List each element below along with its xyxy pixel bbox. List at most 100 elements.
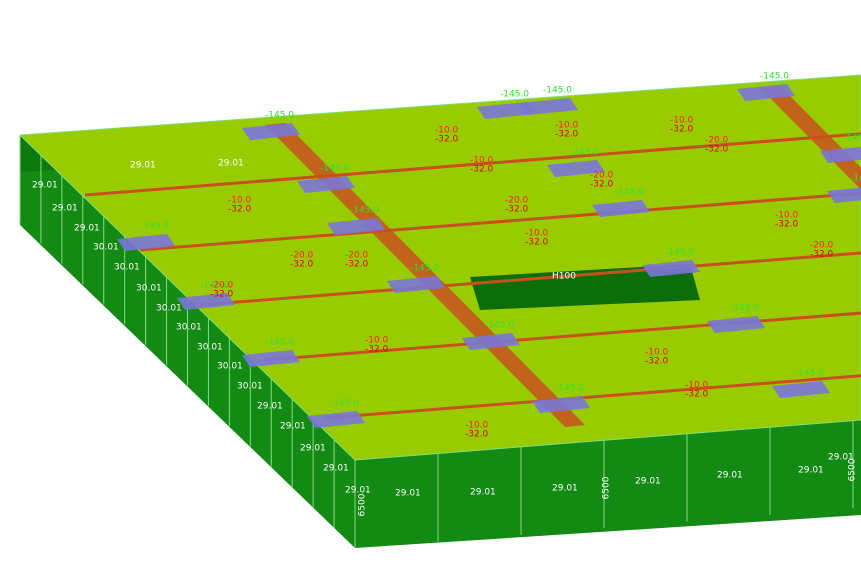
left-wall-label: 30.01 bbox=[197, 343, 223, 353]
beam-band bbox=[760, 86, 861, 390]
left-wall-label: 30.01 bbox=[217, 362, 243, 372]
column-pad bbox=[117, 234, 175, 251]
left-wall-label: 29.01 bbox=[280, 422, 306, 432]
column-label: -145.0 bbox=[330, 399, 359, 409]
beam bbox=[139, 185, 861, 252]
panel-lower-label: -32.0 bbox=[555, 130, 579, 140]
left-wall-label: 30.01 bbox=[136, 284, 162, 294]
column-pad bbox=[547, 160, 605, 177]
panel-lower-label: -32.0 bbox=[290, 260, 314, 270]
slab bbox=[18, 74, 861, 461]
left-wall-label: 29.01 bbox=[32, 181, 58, 191]
wall-height-label: 6500 bbox=[358, 493, 368, 516]
column-pad bbox=[820, 146, 861, 163]
wall-height-label: 6500 bbox=[602, 476, 612, 499]
front-wall-label: 29.01 bbox=[717, 471, 743, 481]
beam bbox=[324, 353, 861, 420]
column-pad bbox=[642, 260, 700, 277]
panel-upper-label: -10.0 bbox=[775, 211, 799, 221]
column-pad bbox=[707, 316, 765, 333]
column-pad bbox=[307, 411, 365, 428]
left-wall-label: 30.01 bbox=[176, 323, 202, 333]
panel-lower-label: -32.0 bbox=[435, 135, 459, 145]
panel-lower-label: -32.0 bbox=[645, 357, 669, 367]
front-wall-label: 29.01 bbox=[470, 488, 496, 498]
column-pad bbox=[387, 276, 445, 293]
wall-height-label: 6500 bbox=[848, 458, 858, 481]
panel-upper-label: -20.0 bbox=[290, 251, 314, 261]
panel-upper-label: -20.0 bbox=[705, 136, 729, 146]
panel-upper-label: -10.0 bbox=[685, 381, 709, 391]
left-wall-label: 29.01 bbox=[323, 464, 349, 474]
left-wall-label: 29.01 bbox=[345, 486, 371, 496]
column-label: -145.0 bbox=[543, 86, 572, 96]
column-pad bbox=[462, 333, 520, 350]
panel-upper-label: -10.0 bbox=[228, 196, 252, 206]
panel-lower-label: -32.0 bbox=[705, 145, 729, 155]
column-label: -145.0 bbox=[320, 164, 349, 174]
front-wall-label: 29.01 bbox=[552, 484, 578, 494]
column-label: -145.0 bbox=[730, 304, 759, 314]
column-pad bbox=[242, 350, 300, 367]
left-wall-label: 29.01 bbox=[300, 444, 326, 454]
left-wall-label: 30.01 bbox=[93, 243, 119, 253]
beam bbox=[199, 240, 861, 307]
column-label: -145.0 bbox=[140, 222, 169, 232]
beams bbox=[84, 86, 861, 427]
panel-upper-label: -10.0 bbox=[365, 336, 389, 346]
column-pad bbox=[327, 218, 385, 235]
panel-upper-label: -10.0 bbox=[465, 421, 489, 431]
column-label: -145.0 bbox=[500, 90, 529, 100]
panel-lower-label: -32.0 bbox=[345, 260, 369, 270]
front-wall-label: 29.01 bbox=[828, 453, 854, 463]
panel-lower-label: -32.0 bbox=[465, 430, 489, 440]
panel-lower-label: -32.0 bbox=[685, 390, 709, 400]
panel-upper-label: -10.0 bbox=[645, 348, 669, 358]
column-pad bbox=[592, 200, 650, 217]
column-label: -145.0 bbox=[265, 111, 294, 121]
left-wall-label: 30.01 bbox=[156, 304, 182, 314]
panel-upper-label: -10.0 bbox=[555, 121, 579, 131]
column-label: -145.0 bbox=[485, 321, 514, 331]
panel-lower-label: -32.0 bbox=[775, 220, 799, 230]
column-label: -145.0 bbox=[760, 72, 789, 82]
panel-upper-label: -10.0 bbox=[435, 126, 459, 136]
front-wall-label: 29.01 bbox=[798, 466, 824, 476]
left-wall-label: 29.01 bbox=[52, 204, 78, 214]
panel-upper-label: -20.0 bbox=[810, 241, 834, 251]
panel-upper-label: -20.0 bbox=[590, 171, 614, 181]
column-label: -145.0 bbox=[265, 338, 294, 348]
opening bbox=[470, 264, 700, 310]
column-label: -145.0 bbox=[410, 264, 439, 274]
panel-lower-label: -32.0 bbox=[365, 345, 389, 355]
beam-band bbox=[265, 123, 585, 427]
panel-lower-label: -32.0 bbox=[210, 290, 234, 300]
front-wall-label: 29.01 bbox=[395, 489, 421, 499]
column-label: -145.0 bbox=[570, 148, 599, 158]
panel-lower-label: -32.0 bbox=[525, 238, 549, 248]
panel-upper-label: -10.0 bbox=[470, 156, 494, 166]
panel-lower-label: -32.0 bbox=[505, 205, 529, 215]
column-pad bbox=[242, 123, 300, 140]
back-wall-label: 29.01 bbox=[218, 159, 244, 169]
front-wall bbox=[355, 420, 861, 548]
column-pad bbox=[532, 396, 590, 413]
panel-lower-label: -32.0 bbox=[590, 180, 614, 190]
back-wall-label: 29.01 bbox=[130, 161, 156, 171]
left-wall-label: 29.01 bbox=[257, 402, 283, 412]
panel-lower-label: -32.0 bbox=[470, 165, 494, 175]
column-pad bbox=[520, 98, 578, 115]
panel-upper-label: -10.0 bbox=[525, 229, 549, 239]
panel-lower-label: -32.0 bbox=[810, 250, 834, 260]
column-label: -145.0 bbox=[615, 188, 644, 198]
beam bbox=[264, 295, 861, 362]
left-wall-label: 29.01 bbox=[74, 224, 100, 234]
column-label: -145.0 bbox=[200, 281, 229, 291]
beam bbox=[84, 130, 861, 197]
panel-upper-label: -20.0 bbox=[210, 281, 234, 291]
column-label: -145.0 bbox=[795, 369, 824, 379]
front-wall-label: 29.01 bbox=[635, 477, 661, 487]
panel-lower-label: -32.0 bbox=[670, 125, 694, 135]
column-pad bbox=[737, 84, 795, 101]
